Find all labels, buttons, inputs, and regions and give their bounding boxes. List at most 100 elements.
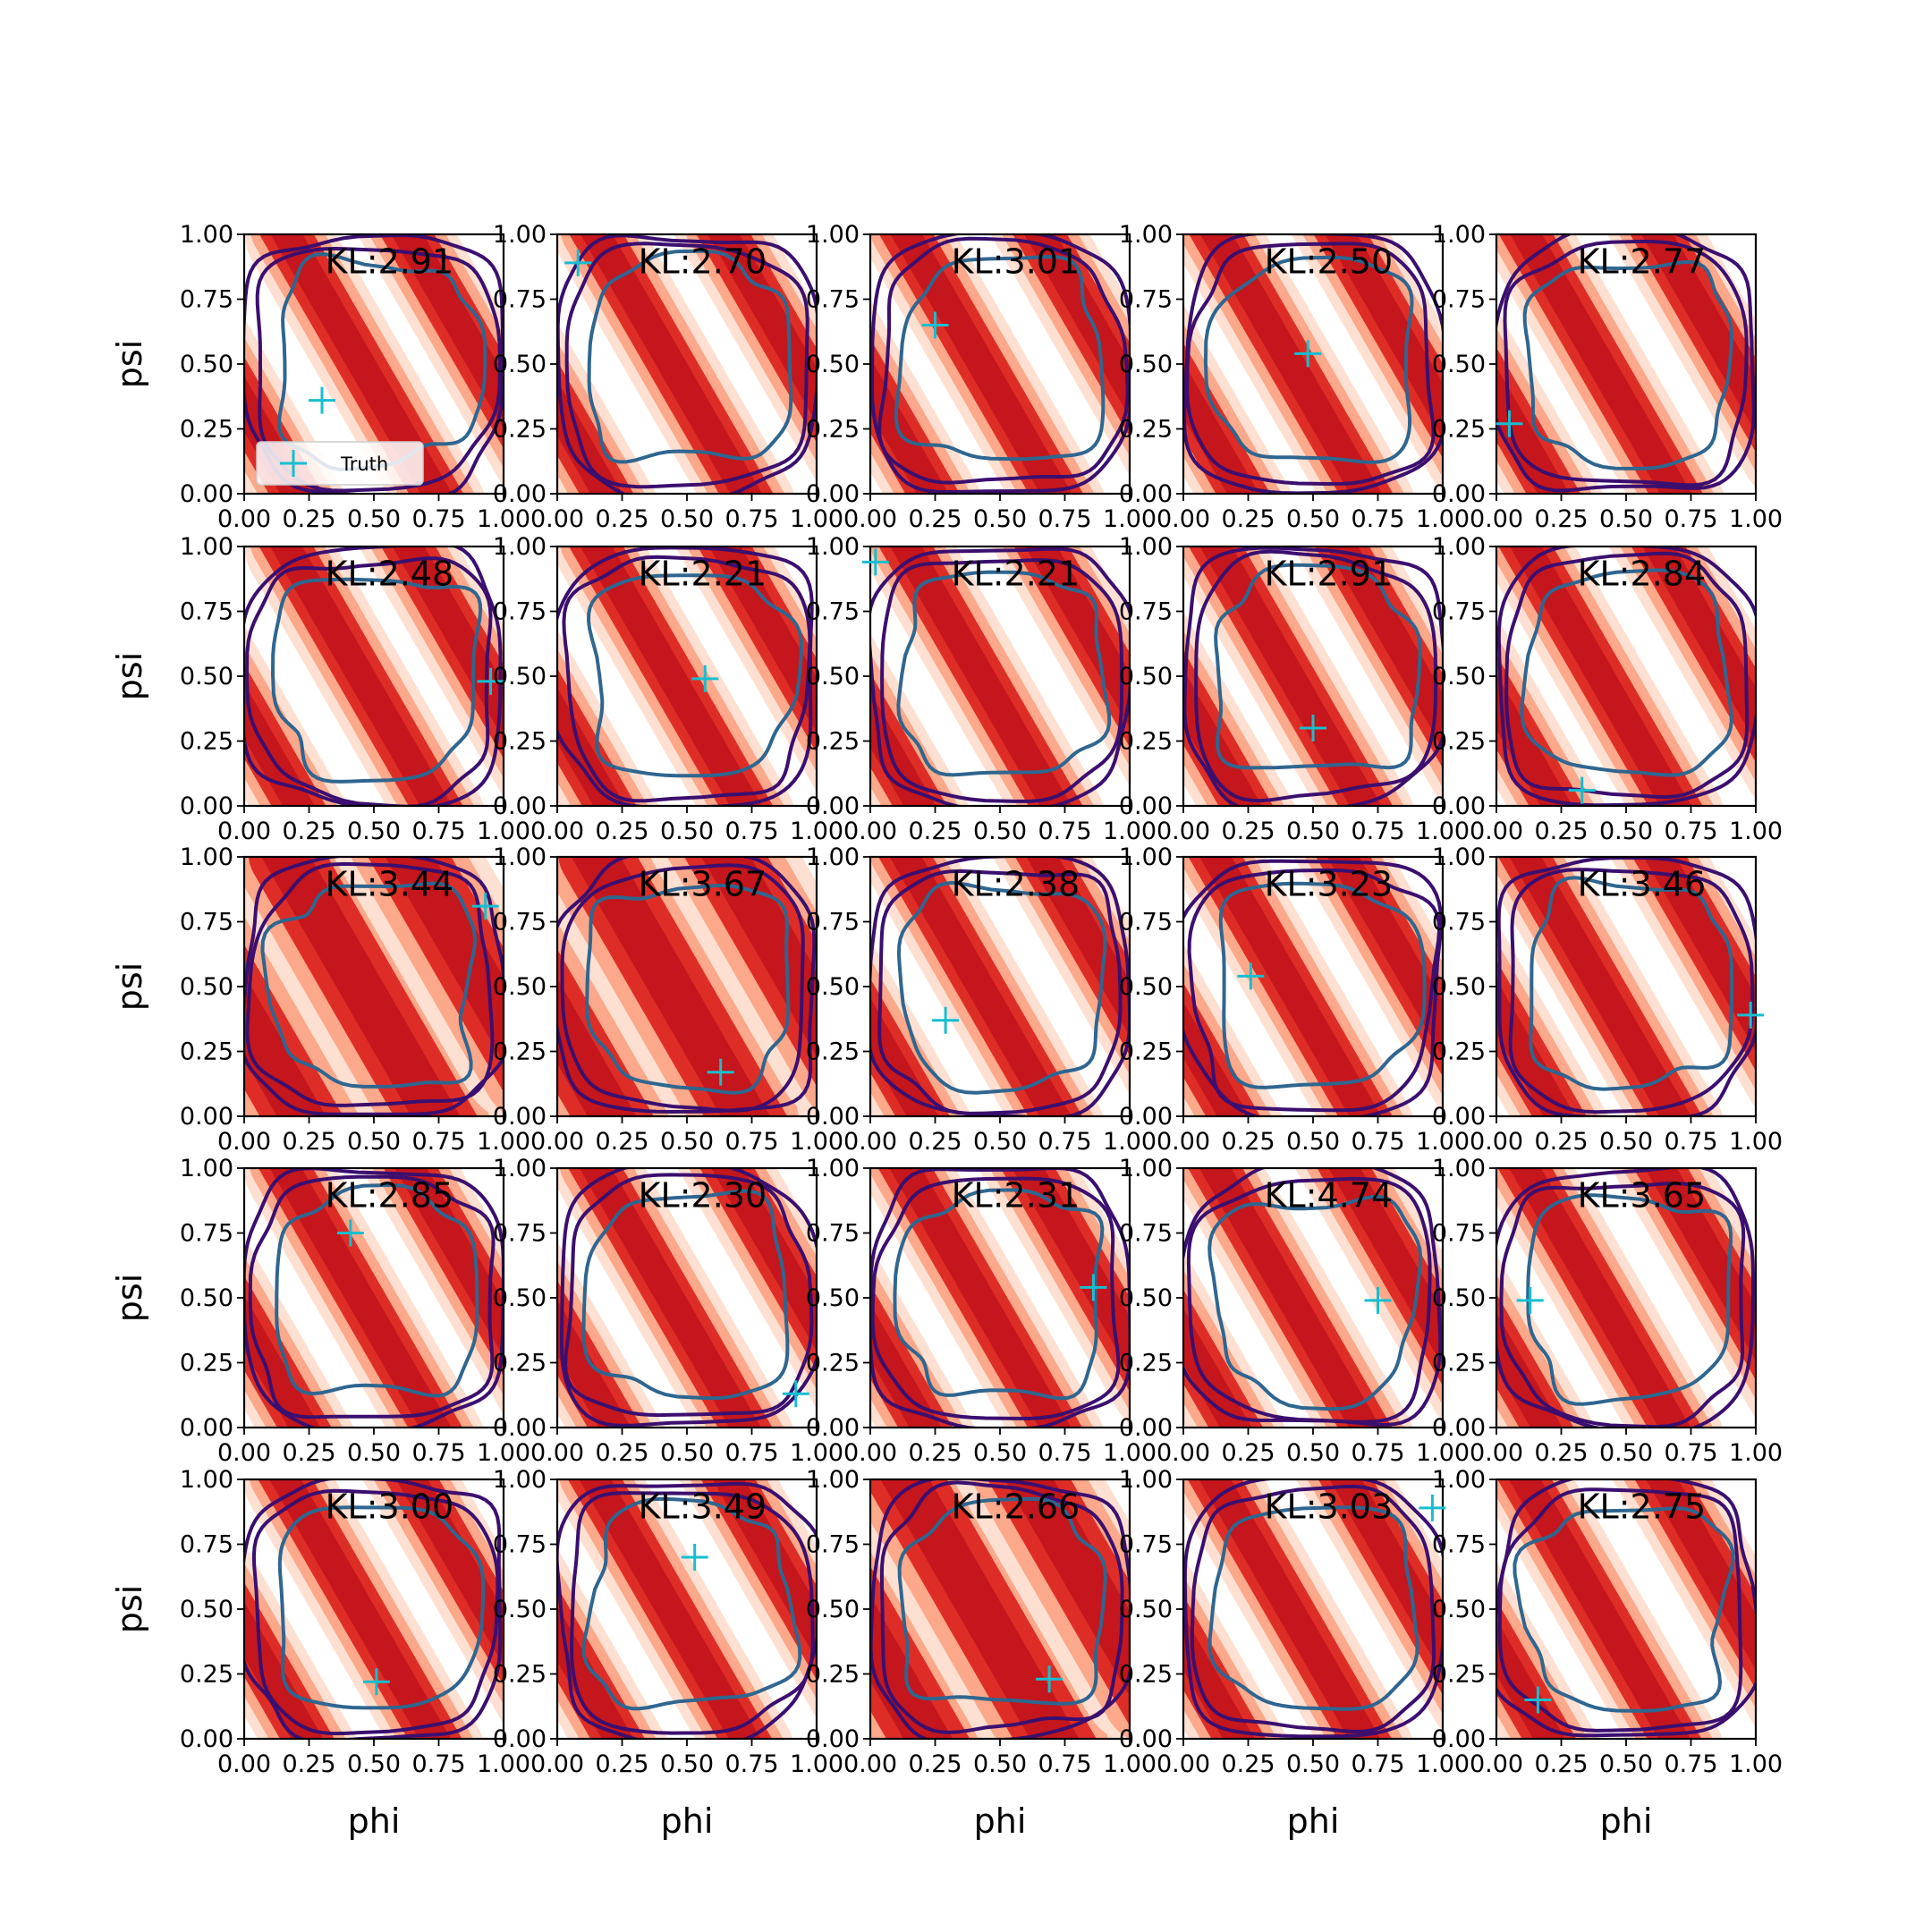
y-tick-label: 0.50: [493, 1596, 547, 1623]
x-tick-label: 0.25: [282, 818, 335, 845]
x-tick-label: 0.25: [908, 1128, 962, 1156]
density-band: [878, 1168, 1090, 1428]
density-band: [258, 1479, 470, 1739]
density-band: [1288, 857, 1443, 1116]
x-tick-label: 0.00: [217, 505, 271, 533]
contour-outer: [1187, 868, 1442, 1113]
y-tick-label: 0.75: [493, 286, 547, 314]
density-band: [244, 248, 360, 494]
panel: 0.00 0.25 0.50 0.75 1.00 0.00 0.25 0.50 0.75 1.00…: [493, 843, 843, 1156]
x-tick-label: 0.25: [1221, 818, 1275, 845]
y-tick-label: 0.25: [806, 1038, 860, 1066]
x-axis-label: phi: [661, 1801, 714, 1841]
x-tick-label: 0.75: [1351, 1128, 1404, 1156]
y-tick-label: 0.00: [493, 792, 547, 820]
density-stripes: [1496, 234, 1756, 494]
x-tick-label: 0.50: [1286, 1439, 1340, 1467]
kl-label: KL:3.65: [1578, 1176, 1707, 1216]
contour-outer: [1496, 857, 1756, 1116]
y-tick-label: 0.25: [493, 416, 547, 444]
x-tick-label: 0.25: [282, 1128, 335, 1156]
density-band: [1188, 1479, 1400, 1739]
panel: 0.00 0.25 0.50 0.75 1.00 0.00 0.25 0.50 0.75 1.00…: [110, 1155, 530, 1467]
x-tick-label: 0.75: [411, 505, 465, 533]
y-tick-label: 1.00: [1119, 533, 1173, 561]
y-tick-label: 0.25: [1432, 416, 1486, 444]
x-tick-label: 0.50: [973, 1750, 1027, 1778]
y-tick-label: 1.00: [806, 843, 860, 871]
contour-outer: [244, 234, 504, 494]
x-tick-label: 0.75: [1351, 1439, 1404, 1467]
x-tick-label: 1.00: [1729, 1750, 1783, 1778]
y-tick-label: 0.75: [180, 909, 233, 936]
y-tick-label: 0.50: [493, 1284, 547, 1312]
x-tick-label: 1.00: [1103, 1439, 1157, 1467]
kl-label: KL:4.74: [1265, 1176, 1394, 1216]
contour-outer: [560, 863, 805, 1113]
panel-plot-area: [557, 857, 817, 1116]
panel: 0.00 0.25 0.50 0.75 1.00 0.00 0.25 0.50 0.75 1.00…: [110, 221, 530, 533]
panel: 0.00 0.25 0.50 0.75 1.00 0.00 0.25 0.50 0.75 1.00…: [493, 1155, 843, 1467]
x-tick-label: 1.00: [1416, 818, 1470, 845]
y-tick-label: 0.25: [493, 1661, 547, 1689]
y-tick-label: 0.75: [806, 1531, 860, 1559]
x-tick-label: 0.75: [1664, 1439, 1717, 1467]
y-tick-label: 0.50: [180, 973, 233, 1001]
x-tick-label: 1.00: [1729, 505, 1783, 533]
y-tick-label: 0.25: [493, 1038, 547, 1066]
kl-label: KL:2.75: [1578, 1487, 1707, 1527]
contour-outer: [564, 242, 809, 489]
contour-outer: [557, 234, 817, 494]
panel: 0.00 0.25 0.50 0.75 1.00 0.00 0.25 0.50 0.75 1.00…: [110, 1466, 530, 1841]
y-tick-label: 0.25: [1119, 416, 1173, 444]
y-tick-label: 0.50: [493, 973, 547, 1001]
contour-outer: [557, 1481, 817, 1739]
x-tick-label: 0.00: [843, 1128, 897, 1156]
x-tick-label: 0.00: [217, 1750, 271, 1778]
density-band: [1607, 1479, 1756, 1739]
contour-inner: [1520, 568, 1733, 777]
contour-inner: [894, 255, 1106, 462]
panel: 0.00 0.25 0.50 0.75 1.00 0.00 0.25 0.50 0.75 1.00…: [1432, 843, 1783, 1156]
y-tick-label: 0.00: [806, 1725, 860, 1753]
x-tick-label: 0.50: [347, 818, 401, 845]
y-tick-label: 0.00: [1432, 1103, 1486, 1131]
panel: 0.00 0.25 0.50 0.75 1.00 0.00 0.25 0.50 0.75 1.00…: [806, 533, 1157, 845]
density-band: [356, 1168, 504, 1428]
panel-plot-area: [1496, 1479, 1756, 1739]
y-tick-label: 0.75: [1432, 1220, 1486, 1248]
x-tick-label: 0.25: [1221, 1750, 1275, 1778]
density-band: [259, 547, 471, 806]
contour-outer: [870, 1168, 1130, 1428]
density-stripes: [1496, 1479, 1756, 1739]
x-tick-label: 0.00: [843, 505, 897, 533]
contour-outer: [870, 547, 1130, 806]
x-tick-label: 0.25: [282, 1750, 335, 1778]
truth-marker: [691, 665, 719, 692]
x-tick-label: 0.00: [530, 505, 584, 533]
x-tick-label: 1.00: [1103, 818, 1157, 845]
kl-label: KL:2.66: [952, 1487, 1080, 1527]
y-tick-label: 0.25: [180, 416, 233, 444]
contour-outer: [870, 234, 1130, 494]
density-band: [987, 857, 1130, 1116]
contour-outer: [569, 1491, 815, 1735]
x-tick-label: 0.50: [973, 818, 1027, 845]
density-band: [568, 1479, 780, 1739]
kl-label: KL:2.50: [1265, 242, 1394, 282]
y-tick-label: 0.75: [493, 909, 547, 936]
x-tick-label: 1.00: [1729, 818, 1783, 845]
truth-marker: [1496, 410, 1523, 437]
y-tick-label: 0.00: [806, 1414, 860, 1442]
density-stripes: [1183, 547, 1443, 806]
y-tick-label: 1.00: [806, 1466, 860, 1494]
density-band: [970, 1479, 1130, 1739]
contour-inner: [1208, 1194, 1423, 1411]
legend-label: Truth: [340, 453, 388, 475]
y-tick-label: 0.25: [806, 416, 860, 444]
contour-outer: [1496, 547, 1756, 806]
x-tick-label: 0.00: [217, 1439, 271, 1467]
truth-marker: [1237, 962, 1265, 990]
y-tick-label: 0.00: [1432, 1725, 1486, 1753]
panel: 0.00 0.25 0.50 0.75 1.00 0.00 0.25 0.50 0.75 1.00…: [110, 843, 530, 1156]
